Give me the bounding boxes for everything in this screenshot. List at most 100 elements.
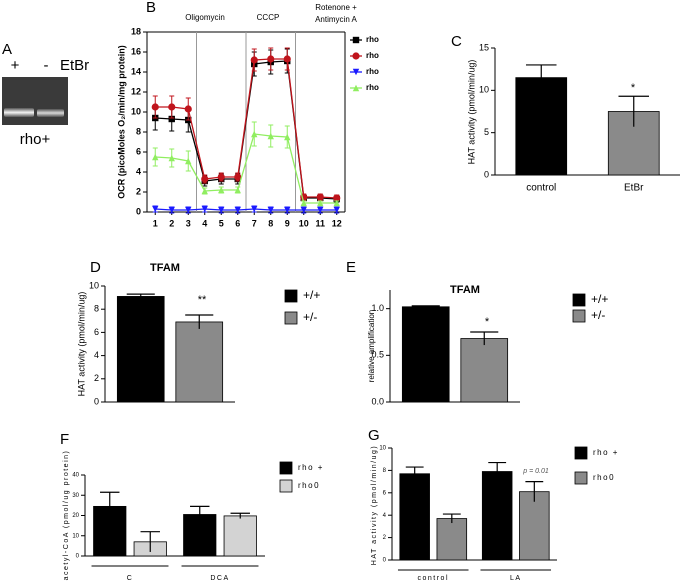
- legend-swatch: [572, 309, 586, 323]
- y-tick-label: 4: [94, 350, 99, 360]
- y-axis-label: HAT activity (pmol/min/ug): [466, 60, 476, 165]
- legend-label: +/+: [591, 292, 608, 306]
- panel-letter: B: [146, 0, 156, 16]
- y-tick-label: 0: [94, 396, 99, 406]
- y-tick-label: 2: [94, 373, 99, 383]
- lane-label: -: [44, 57, 49, 74]
- y-tick-label: 30: [72, 493, 79, 499]
- marker: [201, 187, 208, 195]
- marker: [168, 206, 175, 214]
- legend-label: +/+: [303, 288, 320, 302]
- marker: [185, 206, 192, 214]
- y-tick-label: 20: [72, 513, 79, 519]
- chart-panel: C HAT activity (pmol/min/ug) 0 5 10 15 * contro…: [451, 33, 680, 194]
- y-tick-label: 10: [379, 446, 386, 452]
- y-tick-label: 18: [131, 26, 141, 36]
- marker: [251, 205, 258, 213]
- y-tick-label: 8: [136, 126, 141, 136]
- panel-letter: A: [2, 41, 12, 58]
- gel-panel: A + - EtBr rho+: [2, 41, 89, 148]
- bar: [116, 296, 165, 403]
- legend-swatch: [284, 311, 298, 325]
- y-tick-label: 4: [383, 513, 387, 519]
- x-tick-label: 1: [153, 218, 158, 228]
- legend-swatch: [574, 471, 588, 485]
- marker: [333, 194, 341, 202]
- bar: [175, 321, 224, 403]
- x-tick-label: 5: [219, 218, 224, 228]
- y-axis-label: HAT activity (pmol/min/ug): [371, 445, 378, 565]
- bar: [460, 338, 509, 403]
- legend-label: rho0: [298, 481, 320, 490]
- marker: [234, 173, 242, 181]
- legend-label: rho: [366, 51, 379, 60]
- x-tick-label: 10: [299, 218, 309, 228]
- marker: [168, 103, 176, 111]
- y-tick-label: 4: [136, 166, 141, 176]
- y-tick-label: 10: [479, 85, 489, 95]
- chart-panel: E TFAM relative amplification 0.0 0.5 1.0 * +/+…: [346, 259, 608, 406]
- y-axis-label: HAT activity (pmol/min/ug): [76, 292, 86, 397]
- y-tick-label: 0: [383, 558, 387, 564]
- panel-letter: C: [451, 33, 462, 50]
- y-axis-label: OCR (picoMoles O₂/min/mg protein): [116, 45, 126, 199]
- legend-label: rho +: [298, 463, 324, 472]
- marker: [267, 206, 274, 214]
- annotation: p = 0.01: [522, 468, 549, 475]
- gel-band: [37, 109, 64, 117]
- marker: [217, 173, 225, 181]
- x-tick-label: control: [417, 575, 449, 582]
- x-tick-label: EtBr: [624, 183, 644, 194]
- marker: [300, 206, 307, 214]
- x-tick-label: 11: [315, 218, 325, 228]
- legend-label: rho0: [593, 473, 615, 482]
- y-tick-label: 0: [136, 206, 141, 216]
- y-axis-label: acetyl-CoA (pmol/ug protein): [63, 450, 70, 581]
- y-tick-label: 40: [72, 473, 79, 479]
- legend-swatch: [279, 479, 293, 493]
- gel-image: [2, 77, 68, 125]
- annotation: Antimycin A: [315, 15, 357, 24]
- x-tick-label: 12: [332, 218, 342, 228]
- legend-label: +/-: [303, 310, 317, 324]
- chart-panel: B OCR (picoMoles O₂/min/mg protein) 0 2 4 6 8 1…: [116, 0, 379, 228]
- marker: [251, 130, 258, 138]
- y-tick-label: 10: [131, 106, 141, 116]
- x-tick-label: LA: [510, 575, 522, 582]
- marker: [184, 105, 192, 113]
- chart-panel: D TFAM HAT activity (pmol/min/ug) 0 2 4 6 8 10 **…: [76, 259, 320, 406]
- y-tick-label: 12: [131, 86, 141, 96]
- annotation: **: [198, 294, 207, 306]
- bar: [436, 518, 468, 561]
- annotation: *: [631, 82, 636, 94]
- y-tick-label: 16: [131, 46, 141, 56]
- x-tick-label: 2: [169, 218, 174, 228]
- y-tick-label: 0: [484, 169, 489, 179]
- chart-title: TFAM: [150, 262, 180, 274]
- y-tick-label: 2: [383, 535, 387, 541]
- x-tick-label: 9: [285, 218, 290, 228]
- marker: [201, 205, 208, 213]
- chart-title: TFAM: [450, 284, 480, 296]
- annotation: Rotenone +: [315, 3, 357, 12]
- marker: [283, 55, 291, 63]
- marker: [152, 205, 159, 213]
- marker: [352, 36, 360, 44]
- y-tick-label: 6: [94, 327, 99, 337]
- marker: [267, 132, 274, 140]
- panel-letter: F: [60, 431, 69, 448]
- y-tick-label: 15: [479, 42, 489, 52]
- marker: [201, 175, 209, 183]
- panel-letter: E: [346, 259, 356, 276]
- legend-swatch: [284, 289, 298, 303]
- y-tick-label: 5: [484, 127, 489, 137]
- y-axis-label: relative amplification: [367, 310, 376, 382]
- x-tick-label: 6: [235, 218, 240, 228]
- marker: [333, 199, 340, 207]
- x-tick-label: 7: [252, 218, 257, 228]
- lane-label: +: [11, 57, 20, 74]
- marker: [234, 186, 241, 194]
- marker: [168, 115, 175, 123]
- marker: [218, 206, 225, 214]
